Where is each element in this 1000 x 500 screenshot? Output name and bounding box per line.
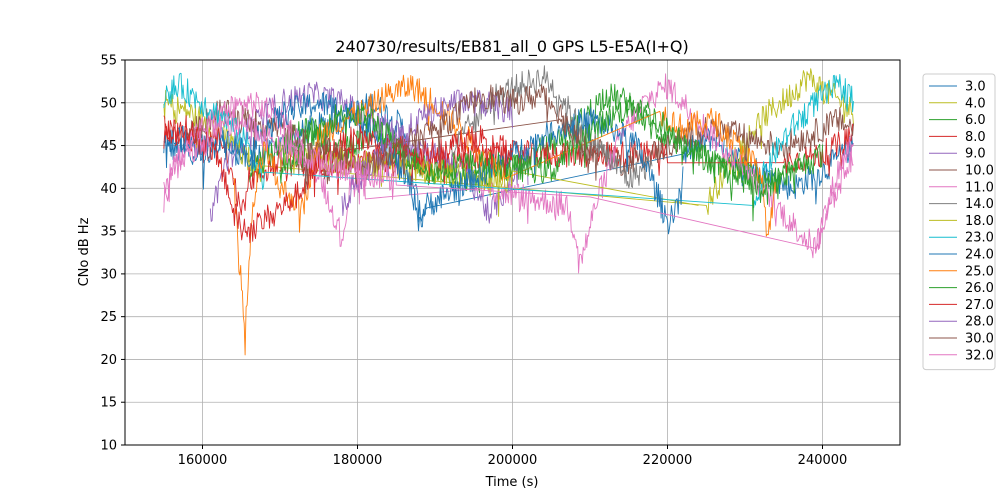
legend-label-30.0: 30.0 [965, 332, 994, 347]
series-line-32.0 [163, 108, 854, 250]
plot-series [163, 65, 854, 356]
legend-label-24.0: 24.0 [965, 248, 994, 263]
legend-label-14.0: 14.0 [965, 197, 994, 212]
legend-label-9.0: 9.0 [965, 147, 986, 162]
series-line-28.0 [341, 89, 513, 217]
y-tick-label: 40 [100, 182, 117, 197]
series-line-27.0 [163, 115, 513, 244]
series-line-14.0 [450, 65, 653, 189]
legend-label-3.0: 3.0 [965, 80, 986, 95]
legend: 3.04.06.08.09.010.011.014.018.023.024.02… [922, 73, 996, 371]
series-line-30.0 [295, 84, 599, 194]
series-line-10.0 [186, 99, 854, 185]
legend-label-23.0: 23.0 [965, 231, 994, 246]
series-line-4.0 [163, 68, 854, 215]
x-tick-label: 180000 [333, 453, 383, 468]
y-tick-label: 10 [100, 439, 117, 454]
series-line-26.0 [279, 92, 823, 222]
legend-label-25.0: 25.0 [965, 264, 994, 279]
legend-box [922, 73, 996, 371]
x-axis: 160000 180000 200000 220000 240000 [178, 445, 848, 468]
legend-label-8.0: 8.0 [965, 130, 986, 145]
x-tick-label: 240000 [798, 453, 848, 468]
grid [125, 59, 900, 446]
y-axis-title: CNo dB Hz [77, 217, 92, 286]
y-tick-label: 25 [100, 310, 117, 325]
legend-label-28.0: 28.0 [965, 315, 994, 330]
y-tick-label: 55 [100, 54, 117, 69]
series-line-24.0 [163, 92, 684, 235]
y-tick-label: 30 [100, 267, 117, 282]
y-tick-label: 20 [100, 353, 117, 368]
x-tick-label: 220000 [643, 453, 693, 468]
legend-label-18.0: 18.0 [965, 214, 994, 229]
y-tick-label: 50 [100, 96, 117, 111]
chart-title: 240730/results/EB81_all_0 GPS L5-E5A(I+Q… [335, 37, 688, 57]
y-tick-label: 15 [100, 396, 117, 411]
legend-label-27.0: 27.0 [965, 298, 994, 313]
legend-label-26.0: 26.0 [965, 281, 994, 296]
legend-label-6.0: 6.0 [965, 113, 986, 128]
series-line-23.0 [163, 72, 854, 209]
legend-label-32.0: 32.0 [965, 348, 994, 363]
legend-label-4.0: 4.0 [965, 96, 986, 111]
x-tick-label: 200000 [488, 453, 538, 468]
x-tick-label: 160000 [178, 453, 228, 468]
legend-label-10.0: 10.0 [965, 164, 994, 179]
y-tick-label: 45 [100, 139, 117, 154]
y-axis: 10 15 20 25 30 35 40 45 50 55 [100, 54, 125, 454]
x-axis-title: Time (s) [485, 475, 539, 490]
legend-label-11.0: 11.0 [965, 180, 994, 195]
y-tick-label: 35 [100, 225, 117, 240]
